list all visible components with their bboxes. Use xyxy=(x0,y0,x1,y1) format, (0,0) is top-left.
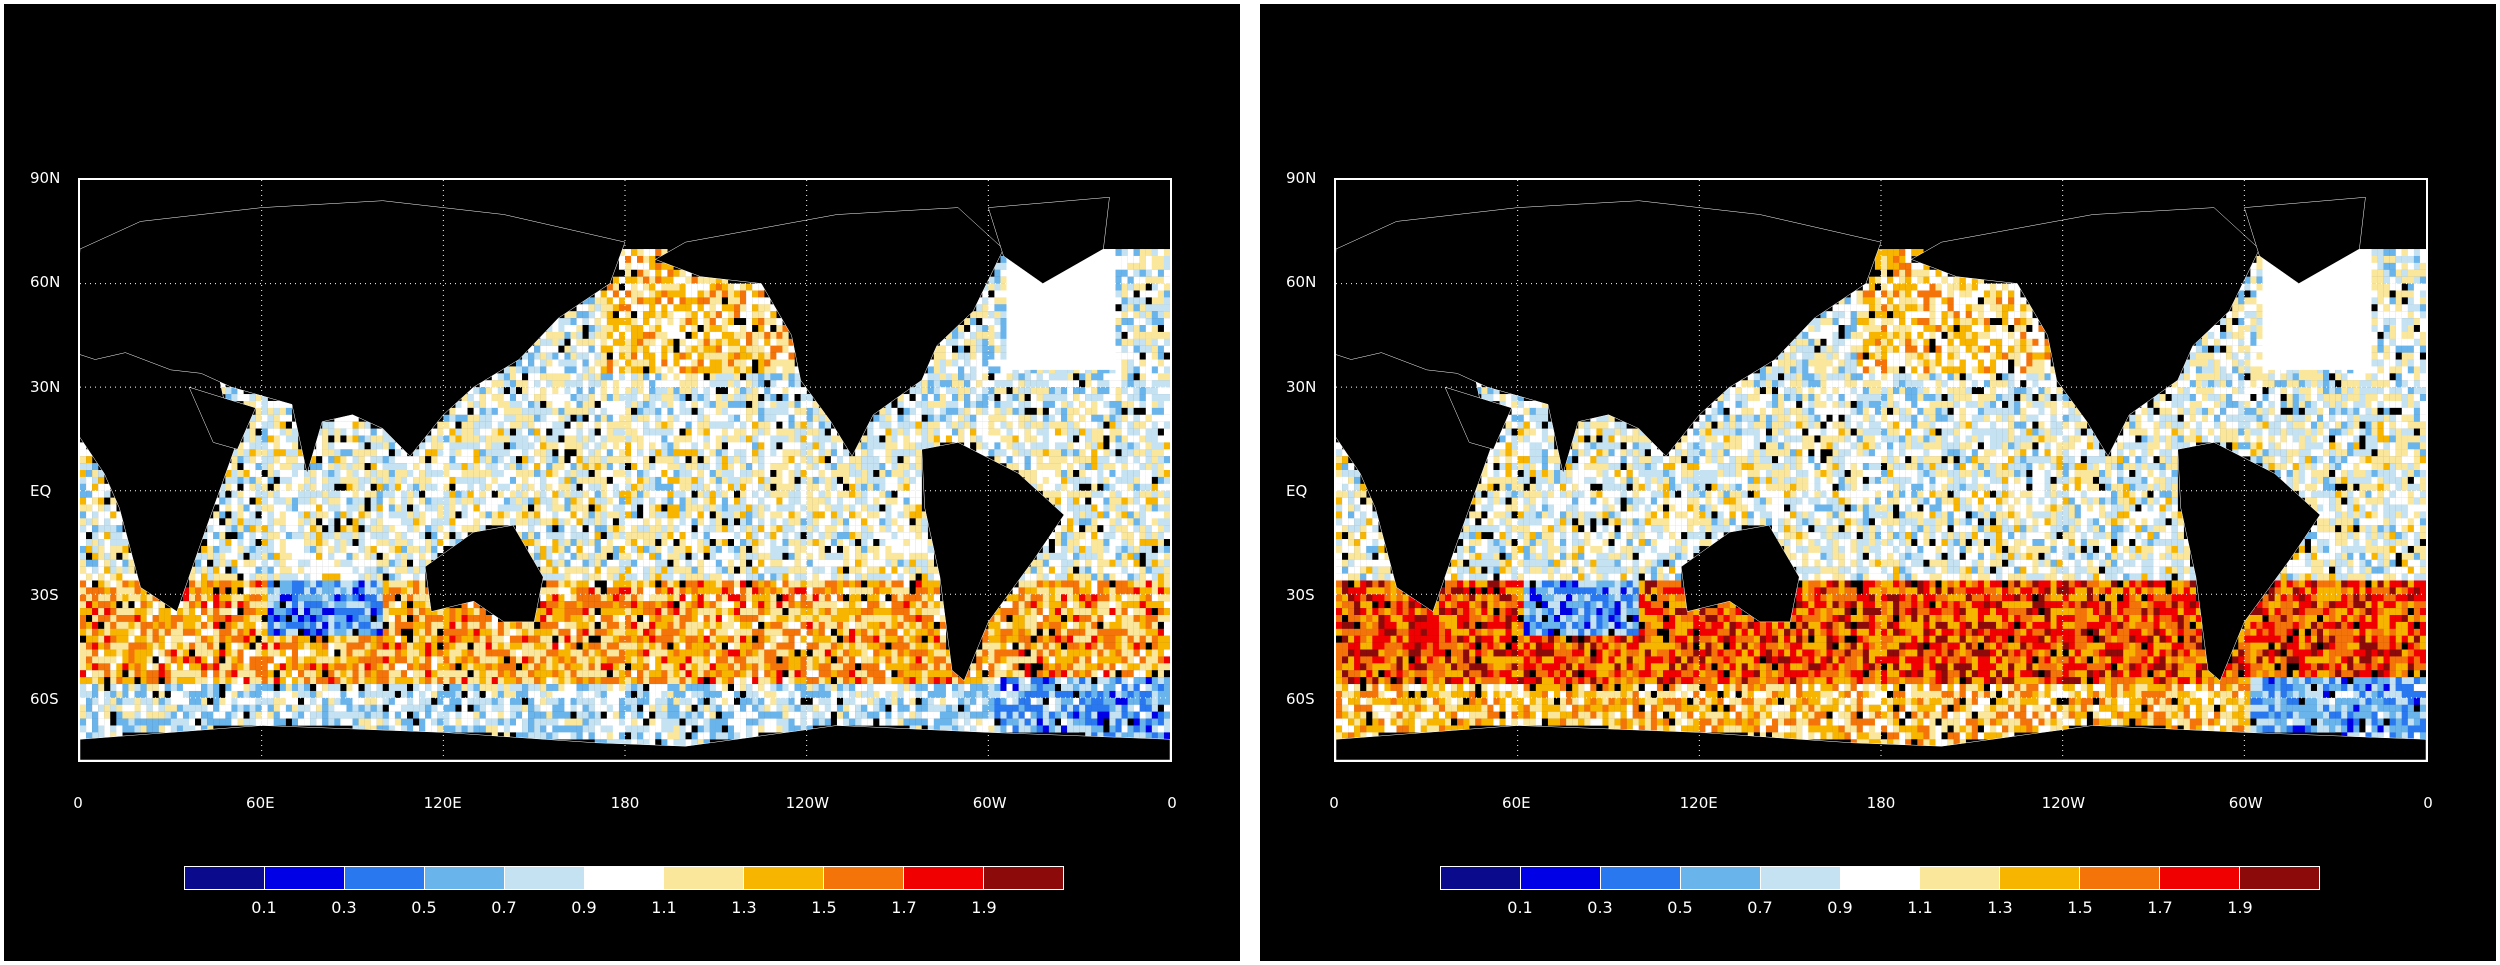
landmass-2 xyxy=(1445,387,1512,449)
landmass-1 xyxy=(1336,201,1881,474)
colorbar-label: 1.7 xyxy=(2147,898,2173,917)
colorbar-swatch xyxy=(1840,867,1921,889)
colorbar-label: 0.5 xyxy=(411,898,437,917)
colorbar-label: 1.7 xyxy=(891,898,917,917)
colorbar-label: 0.7 xyxy=(491,898,517,917)
colorbar-swatch xyxy=(1760,867,1841,889)
ratio-map-left xyxy=(80,180,1170,760)
x-tick-label: 120W xyxy=(785,794,830,812)
map-panel-right: 90N 60N 30N EQ 30S 60S 0 60E 120E 180 120W 60W 0 0.1 0… xyxy=(1260,4,2496,961)
colorbar-swatch xyxy=(2160,867,2241,889)
colorbar-swatch xyxy=(2240,867,2319,889)
x-tick-label: 60E xyxy=(1502,794,1531,812)
colorbar-swatch xyxy=(744,867,825,889)
x-tick-label: 60W xyxy=(2228,794,2263,812)
colorbar-swatch xyxy=(1600,867,1681,889)
colorbar-swatch xyxy=(824,867,905,889)
y-tick-label: 90N xyxy=(30,169,61,187)
ratio-map-right xyxy=(1336,180,2426,760)
colorbar-label: 0.1 xyxy=(251,898,277,917)
y-tick-label: 30N xyxy=(30,377,61,396)
landmass-6 xyxy=(988,197,1109,283)
colorbar-swatch xyxy=(264,867,345,889)
y-tick-label: 60N xyxy=(30,273,61,292)
colorbar-swatch xyxy=(904,867,985,889)
landmass-7 xyxy=(80,725,1170,760)
x-tick-label: 120E xyxy=(423,794,462,812)
colorbar-left xyxy=(184,866,1064,890)
colorbar-swatch xyxy=(1520,867,1601,889)
x-tick-label: 120W xyxy=(2041,794,2086,812)
colorbar-swatch xyxy=(344,867,425,889)
landmass-7 xyxy=(1336,725,2426,760)
colorbar-label: 0.9 xyxy=(1827,898,1853,917)
colorbar-label: 1.3 xyxy=(731,898,757,917)
colorbar-label: 1.9 xyxy=(2227,898,2253,917)
y-tick-label: 60S xyxy=(30,690,59,709)
x-tick-label: 60W xyxy=(972,794,1007,812)
colorbar-label: 0.1 xyxy=(1507,898,1533,917)
colorbar-swatch xyxy=(424,867,505,889)
colorbar-label: 0.9 xyxy=(571,898,597,917)
colorbar-swatch xyxy=(1441,867,1521,889)
map-panel-left: 90N 60N 30N EQ 30S 60S 0 60E 120E 180 120W 60W 0 0.1 0… xyxy=(4,4,1240,961)
y-tick-label: 30S xyxy=(1286,586,1315,605)
colorbar-swatch xyxy=(185,867,265,889)
x-tick-label: 0 xyxy=(73,794,83,812)
colorbar-label: 0.3 xyxy=(1587,898,1613,917)
x-tick-label: 120E xyxy=(1679,794,1718,812)
y-tick-label: 60N xyxy=(1286,273,1317,292)
map-frame-right xyxy=(1334,178,2428,762)
colorbar-swatch xyxy=(984,867,1063,889)
y-tick-label: 30S xyxy=(30,586,59,605)
landmass-5 xyxy=(2178,442,2320,680)
colorbar-swatch xyxy=(584,867,665,889)
landmass-1 xyxy=(80,201,625,474)
x-tick-label: 60E xyxy=(246,794,275,812)
landmass-5 xyxy=(922,442,1064,680)
x-tick-label: 180 xyxy=(610,794,640,812)
y-tick-label: 30N xyxy=(1286,377,1317,396)
colorbar-label: 1.5 xyxy=(811,898,837,917)
x-tick-label: 0 xyxy=(2423,794,2433,812)
landmass-4 xyxy=(1911,208,2259,457)
landmass-3 xyxy=(425,525,543,622)
landmass-3 xyxy=(1681,525,1799,622)
colorbar-swatch xyxy=(2080,867,2161,889)
x-tick-label: 180 xyxy=(1866,794,1896,812)
colorbar-swatch xyxy=(664,867,745,889)
colorbar-label: 1.3 xyxy=(1987,898,2013,917)
colorbar-right xyxy=(1440,866,2320,890)
colorbar-label: 1.9 xyxy=(971,898,997,917)
colorbar-label: 1.5 xyxy=(2067,898,2093,917)
y-tick-label: 60S xyxy=(1286,690,1315,709)
colorbar-label: 0.3 xyxy=(331,898,357,917)
landmass-4 xyxy=(655,208,1003,457)
colorbar-swatch xyxy=(1920,867,2001,889)
colorbar-swatch xyxy=(2000,867,2081,889)
map-frame-left xyxy=(78,178,1172,762)
landmass-6 xyxy=(2244,197,2365,283)
x-tick-label: 0 xyxy=(1167,794,1177,812)
colorbar-swatch xyxy=(1680,867,1761,889)
colorbar-label: 1.1 xyxy=(1907,898,1933,917)
colorbar-swatch xyxy=(504,867,585,889)
colorbar-label: 0.5 xyxy=(1667,898,1693,917)
y-tick-label: EQ xyxy=(1286,481,1308,500)
y-tick-label: 90N xyxy=(1286,169,1317,187)
colorbar-label: 1.1 xyxy=(651,898,677,917)
y-tick-label: EQ xyxy=(30,481,52,500)
x-tick-label: 0 xyxy=(1329,794,1339,812)
colorbar-label: 0.7 xyxy=(1747,898,1773,917)
landmass-2 xyxy=(189,387,256,449)
